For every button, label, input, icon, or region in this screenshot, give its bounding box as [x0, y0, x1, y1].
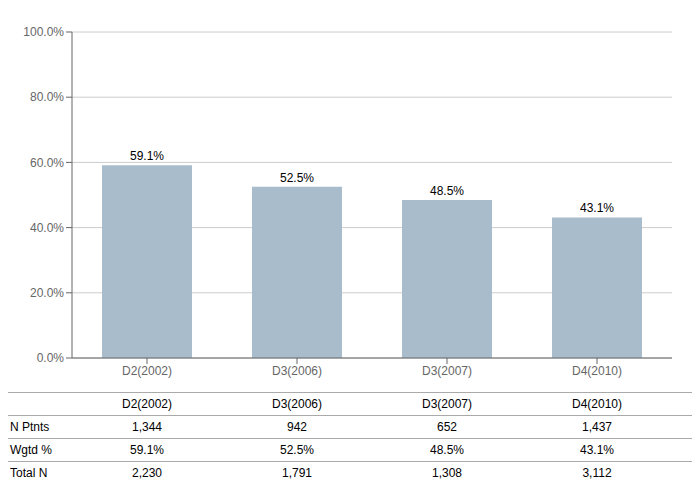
svg-text:D3(2006): D3(2006)	[272, 364, 322, 378]
svg-text:52.5%: 52.5%	[280, 171, 314, 185]
svg-text:20.0%: 20.0%	[30, 286, 64, 300]
html-text:D3(2007): D3(2007)	[422, 397, 472, 411]
svg-text:60.0%: 60.0%	[30, 156, 64, 170]
html-text:652: 652	[437, 420, 457, 434]
svg-text:D4(2010): D4(2010)	[572, 364, 622, 378]
svg-text:43.1%: 43.1%	[580, 201, 614, 215]
html-text:3,112: 3,112	[582, 466, 612, 480]
svg-text:80.0%: 80.0%	[30, 90, 64, 104]
html-text:Wgtd %: Wgtd %	[10, 443, 52, 457]
svg-text:40.0%: 40.0%	[30, 221, 64, 235]
html-text:1,791: 1,791	[282, 466, 312, 480]
html-text:2,230: 2,230	[132, 466, 162, 480]
svg-text:D3(2007): D3(2007)	[422, 364, 472, 378]
html-text:1,344: 1,344	[132, 420, 162, 434]
svg-text:0.0%: 0.0%	[37, 351, 65, 365]
html-text:D2(2002): D2(2002)	[122, 397, 172, 411]
html-text:1,437: 1,437	[582, 420, 612, 434]
svg-text:D2(2002): D2(2002)	[122, 364, 172, 378]
html-text:59.1%: 59.1%	[130, 443, 164, 457]
html-text:Total N: Total N	[10, 466, 48, 480]
svg-text:59.1%: 59.1%	[130, 149, 164, 163]
html-text:D3(2006): D3(2006)	[272, 397, 322, 411]
html-text:D4(2010): D4(2010)	[572, 397, 622, 411]
svg-text:48.5%: 48.5%	[430, 184, 464, 198]
html-text:1,308: 1,308	[432, 466, 462, 480]
html-text:48.5%: 48.5%	[430, 443, 464, 457]
svg-text:100.0%: 100.0%	[23, 25, 64, 39]
html-text:N Ptnts: N Ptnts	[10, 420, 50, 434]
html-text:43.1%: 43.1%	[580, 443, 614, 457]
html-text:942: 942	[287, 420, 307, 434]
html-text:52.5%: 52.5%	[280, 443, 314, 457]
